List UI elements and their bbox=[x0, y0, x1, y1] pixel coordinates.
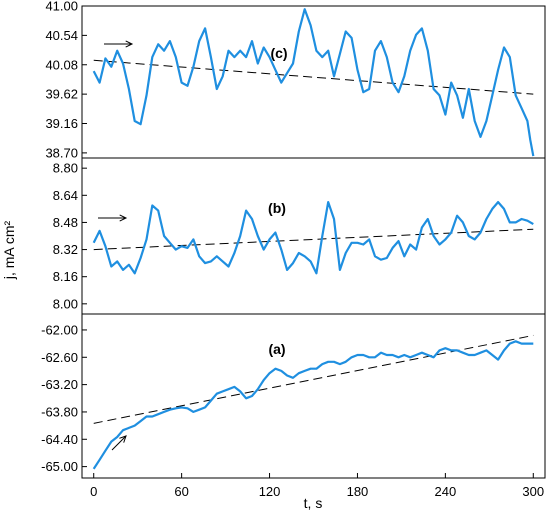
arrow-icon bbox=[98, 214, 128, 222]
y-tick-label: 40.54 bbox=[45, 28, 78, 43]
y-tick-label: 8.64 bbox=[53, 188, 78, 203]
x-axis-title: t, s bbox=[304, 495, 323, 511]
y-tick-label: -63.20 bbox=[41, 377, 78, 392]
y-tick-label: 39.62 bbox=[45, 87, 78, 102]
panel-label: (c) bbox=[270, 45, 287, 61]
x-tick-label: 300 bbox=[522, 484, 544, 499]
y-tick-label: 41.00 bbox=[45, 0, 78, 14]
x-tick-label: 180 bbox=[347, 484, 369, 499]
panel-frame-2 bbox=[81, 313, 546, 479]
panel-frame-0 bbox=[81, 5, 546, 159]
y-tick-label: 38.70 bbox=[45, 145, 78, 160]
x-tick-label: 120 bbox=[259, 484, 281, 499]
y-tick-label: 8.00 bbox=[53, 296, 78, 311]
y-tick-label: 8.80 bbox=[53, 161, 78, 176]
trend-line bbox=[93, 334, 534, 424]
panel-frame-1 bbox=[81, 157, 546, 315]
trend-line bbox=[93, 59, 534, 95]
y-tick-label: 39.16 bbox=[45, 116, 78, 131]
x-tick-label: 240 bbox=[435, 484, 457, 499]
y-axis-title: j, mA cm² bbox=[1, 221, 17, 281]
panel-1: 8.80 8.64 8.48 8.32 8.16 8.00 (b) bbox=[53, 161, 534, 311]
y-tick-label: -62.60 bbox=[41, 350, 78, 365]
panel-2: -62.00 -62.60 -63.20 -63.80 -64.40 -65.00 (a) bbox=[41, 322, 534, 474]
panel-0: 41.00 40.54 40.08 39.62 39.16 38.70 (c) bbox=[45, 0, 535, 160]
x-tick-label: 60 bbox=[174, 484, 188, 499]
trend-line bbox=[93, 228, 534, 251]
arrow-icon bbox=[111, 435, 127, 451]
series-line bbox=[92, 8, 535, 157]
y-tick-label: 40.08 bbox=[45, 57, 78, 72]
series-line bbox=[92, 340, 534, 470]
panel-label: (b) bbox=[268, 200, 286, 216]
arrow-icon bbox=[104, 40, 134, 48]
y-tick-label: -64.40 bbox=[41, 432, 78, 447]
y-tick-label: -63.80 bbox=[41, 404, 78, 419]
y-tick-label: -65.00 bbox=[41, 459, 78, 474]
x-tick-label: 0 bbox=[90, 484, 97, 499]
panel-label: (a) bbox=[268, 341, 285, 357]
y-tick-label: 8.16 bbox=[53, 269, 78, 284]
series-line bbox=[92, 201, 534, 275]
y-tick-label: -62.00 bbox=[41, 322, 78, 337]
y-tick-label: 8.32 bbox=[53, 242, 78, 257]
y-tick-label: 8.48 bbox=[53, 215, 78, 230]
